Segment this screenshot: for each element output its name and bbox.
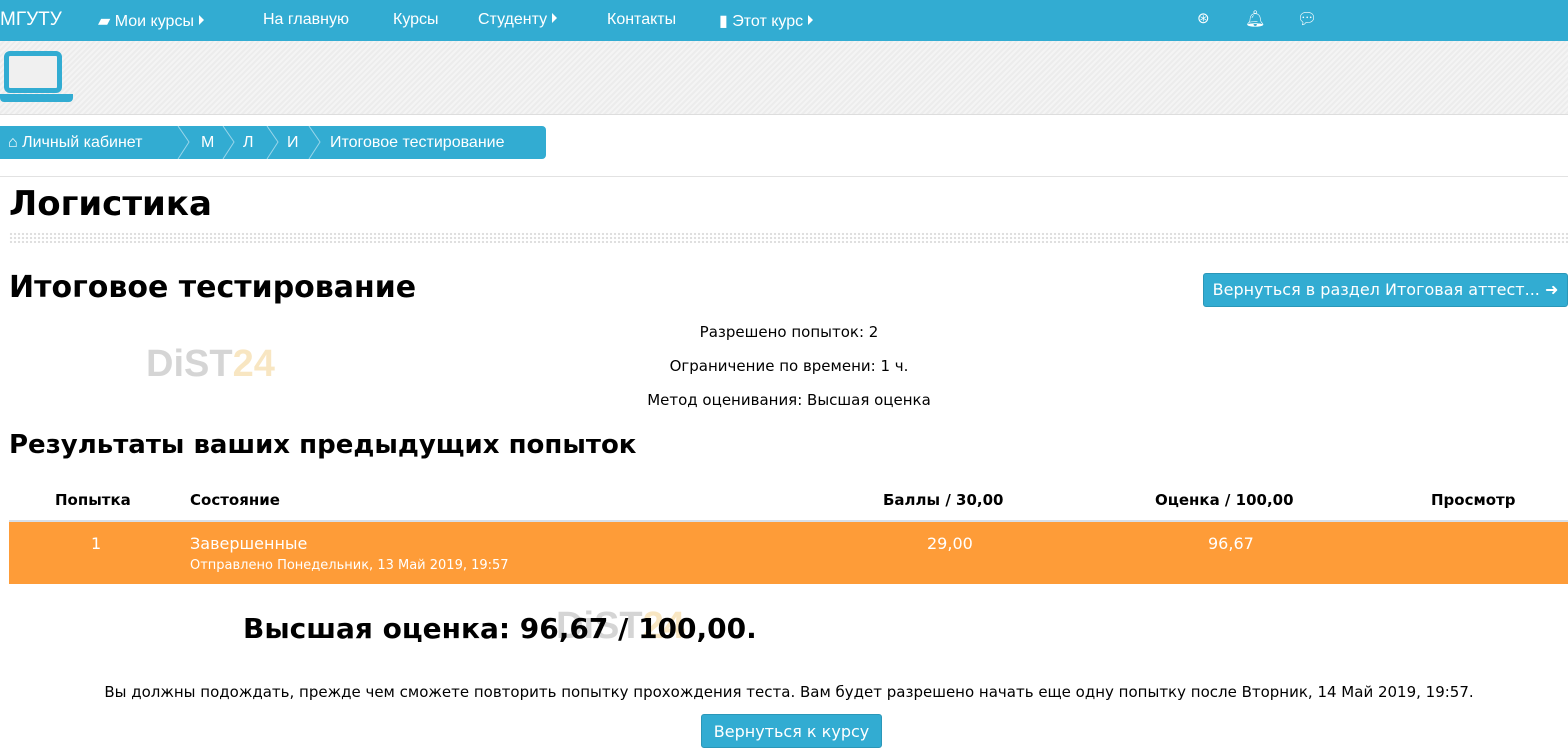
top-navbar: МГУТУ ▰ Мои курсы На главную Курсы Студе… bbox=[0, 0, 1568, 41]
breadcrumb-item[interactable]: Л bbox=[243, 134, 254, 151]
breadcrumb-separator bbox=[266, 126, 279, 159]
wait-note: Вы должны подождать, прежде чем сможете … bbox=[104, 683, 1474, 701]
caret-right-icon bbox=[808, 15, 814, 25]
nav-this-course[interactable]: ▮ Этот курс bbox=[719, 11, 814, 31]
attempt-points: 29,00 bbox=[927, 534, 973, 553]
header-banner bbox=[0, 41, 1568, 115]
download-circle-icon[interactable]: ⊛ bbox=[1197, 10, 1210, 27]
breadcrumb: ⌂ Личный кабинет М Л И Итоговое тестиров… bbox=[0, 126, 546, 159]
breadcrumb-item[interactable]: И bbox=[287, 134, 299, 151]
results-title: Результаты ваших предыдущих попыток bbox=[9, 430, 637, 460]
nav-my-courses[interactable]: ▰ Мои курсы bbox=[98, 11, 204, 31]
caret-right-icon bbox=[198, 15, 204, 25]
attempt-state: Завершенные bbox=[190, 534, 308, 553]
col-grade: Оценка / 100,00 bbox=[1155, 491, 1294, 509]
watermark-logo: DiST24 bbox=[146, 343, 275, 385]
col-review: Просмотр bbox=[1431, 491, 1516, 509]
time-limit: Ограничение по времени: 1 ч. bbox=[669, 357, 909, 375]
best-grade: Высшая оценка: 96,67 / 100,00. bbox=[243, 612, 757, 645]
grading-method: Метод оценивания: Высшая оценка bbox=[647, 391, 931, 409]
nav-home[interactable]: На главную bbox=[263, 11, 349, 28]
brand-link[interactable]: МГУТУ bbox=[0, 9, 62, 30]
col-attempt: Попытка bbox=[55, 491, 131, 509]
attempt-submitted: Отправлено Понедельник, 13 Май 2019, 19:… bbox=[190, 558, 509, 573]
nav-contacts[interactable]: Контакты bbox=[607, 11, 677, 28]
attempt-grade: 96,67 bbox=[1208, 534, 1254, 553]
breadcrumb-separator bbox=[222, 126, 235, 159]
breadcrumb-separator bbox=[177, 126, 190, 159]
breadcrumb-home[interactable]: ⌂ Личный кабинет bbox=[8, 134, 143, 151]
bell-icon[interactable]: 🔔︎ bbox=[1245, 11, 1266, 28]
chat-bubble-icon[interactable]: 💬︎ bbox=[1297, 11, 1318, 28]
table-row: 1 Завершенные Отправлено Понедельник, 13… bbox=[9, 520, 1568, 584]
nav-courses[interactable]: Курсы bbox=[393, 11, 439, 28]
col-state: Состояние bbox=[190, 491, 280, 509]
breadcrumb-current: Итоговое тестирование bbox=[330, 134, 505, 151]
book-icon: ▮ bbox=[719, 13, 733, 30]
quiz-title: Итоговое тестирование bbox=[9, 270, 417, 305]
laptop-logo-icon[interactable] bbox=[4, 51, 62, 93]
watermark-logo: DiST24 bbox=[556, 605, 685, 647]
breadcrumb-separator bbox=[308, 126, 321, 159]
attempts-allowed: Разрешено попыток: 2 bbox=[699, 323, 879, 341]
attempt-number: 1 bbox=[91, 534, 102, 553]
caret-right-icon bbox=[552, 13, 558, 23]
back-to-course-button[interactable]: Вернуться к курсу bbox=[701, 714, 882, 748]
nav-student[interactable]: Студенту bbox=[478, 11, 558, 29]
dotted-divider bbox=[9, 232, 1568, 243]
briefcase-icon: ▰ bbox=[98, 13, 115, 30]
col-points: Баллы / 30,00 bbox=[883, 491, 1004, 509]
back-to-section-button[interactable]: Вернуться в раздел Итоговая аттест... ➜ bbox=[1203, 273, 1568, 307]
breadcrumb-item[interactable]: М bbox=[201, 134, 215, 151]
course-title: Логистика bbox=[9, 184, 212, 224]
sign-in-icon: ➜ bbox=[1544, 280, 1559, 299]
laptop-logo-base bbox=[0, 94, 73, 102]
divider bbox=[0, 176, 1568, 177]
